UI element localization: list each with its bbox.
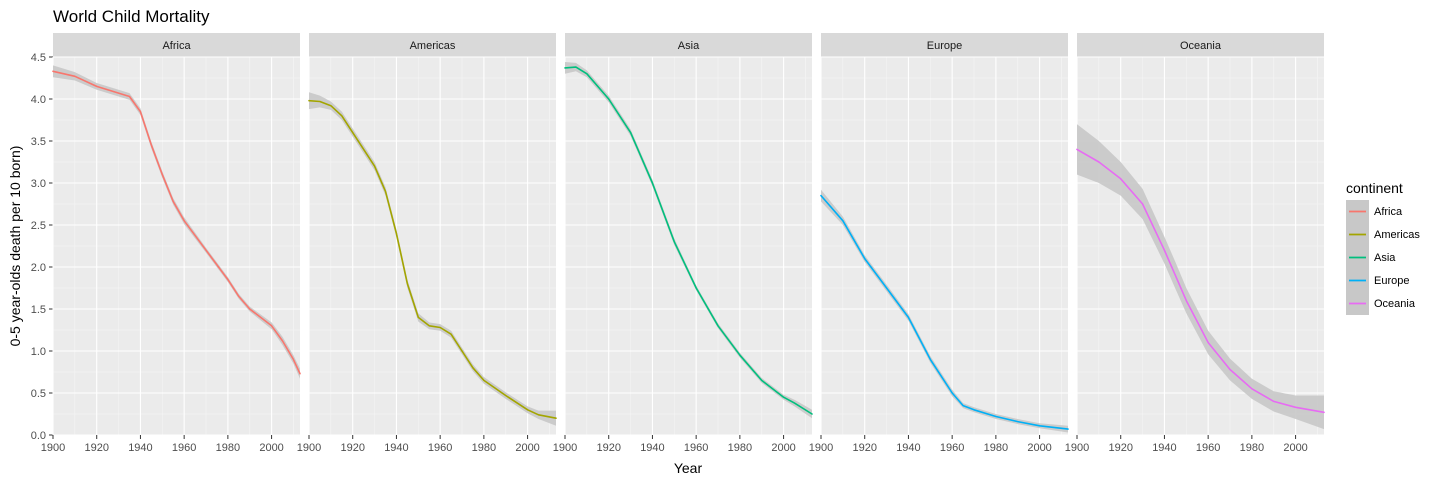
x-tick-label: 1900 xyxy=(297,442,321,454)
x-tick-label: 1920 xyxy=(852,442,876,454)
facet-asia: Asia 1900 1920 1940 1960 1980 2000 xyxy=(553,33,813,454)
x-tick-label: 1900 xyxy=(1065,442,1089,454)
legend-title: continent xyxy=(1346,180,1403,196)
x-tick-label: 2000 xyxy=(771,442,795,454)
legend-label: Americas xyxy=(1374,229,1420,241)
x-tick-label: 1980 xyxy=(984,442,1008,454)
x-tick-label: 2000 xyxy=(1027,442,1051,454)
y-tick-label: 4.0 xyxy=(31,94,46,106)
series-line-africa xyxy=(52,70,301,375)
x-tick-label: 1940 xyxy=(1152,442,1176,454)
y-tick-label: 4.5 xyxy=(31,52,46,64)
x-tick-label: 1960 xyxy=(1196,442,1220,454)
y-tick-label: 0.5 xyxy=(31,388,46,400)
legend-item-europe: Europe xyxy=(1346,269,1409,292)
facet-europe: Europe 1900 1920 1940 1960 1980 2000 xyxy=(809,33,1069,454)
facet-strip-label: Europe xyxy=(927,40,962,52)
x-tick-label: 1960 xyxy=(172,442,196,454)
facet-strip xyxy=(821,33,1068,57)
x-tick-label: 1920 xyxy=(84,442,108,454)
x-tick-label: 2000 xyxy=(515,442,539,454)
facet-oceania: Oceania 1900 1920 1940 1960 1980 2000 xyxy=(1065,33,1325,454)
y-tick-label: 3.5 xyxy=(31,136,46,148)
y-tick-label: 2.0 xyxy=(31,262,46,274)
x-tick-label: 2000 xyxy=(1283,442,1307,454)
x-tick-label: 1940 xyxy=(128,442,152,454)
y-tick-label: 3.0 xyxy=(31,178,46,190)
legend-label: Africa xyxy=(1374,206,1403,218)
x-tick-label: 2000 xyxy=(259,442,283,454)
series-line-oceania xyxy=(1076,148,1325,414)
y-tick-label: 2.5 xyxy=(31,220,46,232)
x-tick-label: 1920 xyxy=(1108,442,1132,454)
facet-strip-label: Africa xyxy=(162,40,191,52)
y-axis-title: 0-5 year-olds death per 10 born) xyxy=(7,146,23,347)
x-axis-title: Year xyxy=(674,460,703,476)
legend-item-oceania: Oceania xyxy=(1346,292,1416,315)
series-line-americas xyxy=(308,99,557,420)
facet-strip xyxy=(309,33,556,57)
series-line-asia xyxy=(564,66,813,415)
legend-label: Oceania xyxy=(1374,298,1416,310)
x-tick-label: 1940 xyxy=(896,442,920,454)
legend-item-americas: Americas xyxy=(1346,223,1420,246)
facet-africa: Africa 1900 1920 1940 1960 1980 2000 xyxy=(41,33,301,454)
facet-strip-label: Oceania xyxy=(1180,40,1222,52)
y-axis: 0.0 0.5 1.0 1.5 2.0 2.5 3.0 3.5 4.0 4.5 xyxy=(31,52,53,442)
legend-item-asia: Asia xyxy=(1346,246,1396,269)
x-tick-label: 1920 xyxy=(596,442,620,454)
facet-strip xyxy=(1077,33,1324,57)
x-tick-label: 1940 xyxy=(384,442,408,454)
x-tick-label: 1920 xyxy=(340,442,364,454)
x-tick-label: 1900 xyxy=(553,442,577,454)
legend: continent Africa Americas Asia Europe Oceania xyxy=(1346,180,1420,315)
x-tick-label: 1980 xyxy=(728,442,752,454)
facet-strip-label: Asia xyxy=(678,40,700,52)
y-tick-label: 1.5 xyxy=(31,304,46,316)
x-tick-label: 1940 xyxy=(640,442,664,454)
series-line-europe xyxy=(820,194,1069,430)
x-tick-label: 1960 xyxy=(684,442,708,454)
x-tick-label: 1980 xyxy=(472,442,496,454)
facet-strip xyxy=(53,33,300,57)
chart-title: World Child Mortality xyxy=(53,7,210,26)
y-tick-label: 1.0 xyxy=(31,346,46,358)
legend-label: Asia xyxy=(1374,252,1396,264)
confidence-band xyxy=(821,189,1068,433)
x-tick-label: 1900 xyxy=(809,442,833,454)
legend-item-africa: Africa xyxy=(1346,200,1403,223)
legend-label: Europe xyxy=(1374,275,1409,287)
x-tick-label: 1900 xyxy=(41,442,65,454)
facet-strip xyxy=(565,33,812,57)
facet-strip-label: Americas xyxy=(410,40,456,52)
y-tick-label: 0.0 xyxy=(31,430,46,442)
x-tick-label: 1960 xyxy=(428,442,452,454)
x-tick-label: 1980 xyxy=(1240,442,1264,454)
x-tick-label: 1980 xyxy=(216,442,240,454)
x-tick-label: 1960 xyxy=(940,442,964,454)
facet-americas: Americas 1900 1920 1940 1960 1980 2000 xyxy=(297,33,557,454)
